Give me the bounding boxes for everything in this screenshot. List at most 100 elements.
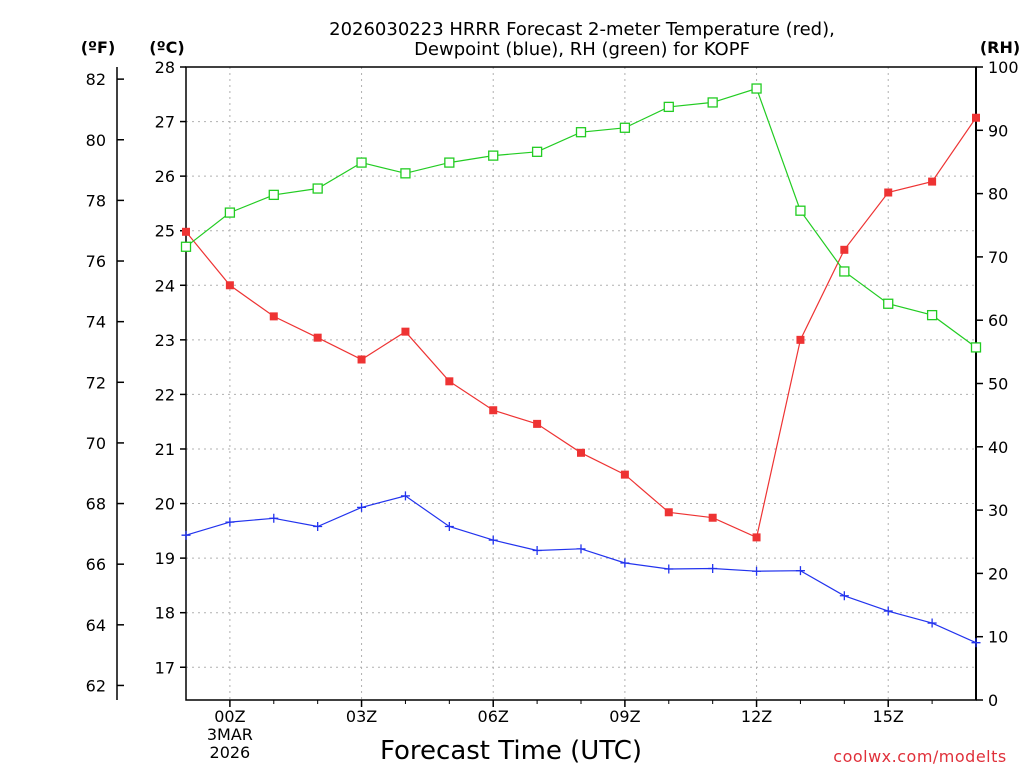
temperature-point <box>840 245 849 254</box>
temperature-point <box>664 508 673 517</box>
rh-point <box>444 157 455 168</box>
fahrenheit-tick-label: 80 <box>86 131 106 150</box>
dewpoint-point <box>664 564 674 574</box>
fahrenheit-tick-label: 82 <box>86 70 106 89</box>
fahrenheit-tick-label: 76 <box>86 252 106 271</box>
series-layer <box>180 83 982 648</box>
temperature-point <box>533 419 542 428</box>
celsius-tick-label: 22 <box>155 385 175 404</box>
temperature-point <box>708 513 717 522</box>
plot-frame <box>185 66 977 701</box>
rh-point <box>926 309 938 321</box>
dewpoint-point <box>225 517 235 527</box>
credit-text: coolwx.com/modelts <box>833 747 1006 766</box>
rh-point <box>663 101 674 113</box>
fahrenheit-tick-label: 68 <box>86 495 106 514</box>
x-tick-label: 06Z <box>478 707 509 726</box>
rh-tick-label: 70 <box>988 248 1008 267</box>
x-tick-label: 15Z <box>873 707 904 726</box>
temperature-point <box>620 470 629 479</box>
dewpoint-point <box>444 521 454 531</box>
x-tick-label: 12Z <box>741 707 772 726</box>
x-tick-label: 03Z <box>346 707 377 726</box>
rh-tick-label: 60 <box>988 311 1008 330</box>
dewpoint-point <box>313 521 323 531</box>
fahrenheit-tick-label: 62 <box>86 676 106 695</box>
dewpoint-series <box>181 491 981 648</box>
temperature-point <box>357 355 366 364</box>
celsius-tick-label: 26 <box>155 167 175 186</box>
x-tick-label: 09Z <box>609 707 640 726</box>
rh-tick-label: 80 <box>988 185 1008 204</box>
temperature-point <box>401 327 410 336</box>
rh-point <box>707 97 718 108</box>
dewpoint-point <box>971 638 981 648</box>
celsius-tick-label: 25 <box>155 222 175 241</box>
temperature-point <box>445 377 454 386</box>
dewpoint-point <box>883 606 893 616</box>
dewpoint-point <box>181 530 191 540</box>
rh-axis: 0 10 20 30 40 50 60 70 80 90 100 <box>976 58 1019 710</box>
fahrenheit-tick-label: 72 <box>86 373 106 392</box>
dewpoint-point <box>576 544 586 554</box>
rh-point <box>970 342 982 353</box>
celsius-tick-label: 17 <box>155 658 175 677</box>
temperature-point <box>489 406 498 415</box>
rh-tick-label: 40 <box>988 438 1008 457</box>
celsius-tick-label: 21 <box>155 440 175 459</box>
rh-point <box>268 189 279 201</box>
celsius-tick-label: 27 <box>155 113 175 132</box>
dewpoint-point <box>488 535 498 545</box>
rh-tick-label: 10 <box>988 628 1008 647</box>
rh-tick-label: 90 <box>988 121 1008 140</box>
rh-point <box>400 168 411 179</box>
temperature-point <box>269 312 278 321</box>
celsius-tick-label: 20 <box>155 495 175 514</box>
celsius-unit-label: (ºC) <box>149 38 184 57</box>
temperature-series <box>182 113 980 542</box>
celsius-tick-label: 24 <box>155 276 175 295</box>
rh-series <box>180 83 982 353</box>
dewpoint-point <box>752 566 762 576</box>
temperature-point <box>752 533 761 542</box>
fahrenheit-tick-label: 64 <box>86 616 106 635</box>
fahrenheit-tick-label: 78 <box>86 191 106 210</box>
rh-tick-label: 30 <box>988 501 1008 520</box>
dewpoint-point <box>269 513 279 523</box>
temperature-point <box>972 113 980 122</box>
dewpoint-point <box>795 566 805 576</box>
dewpoint-point <box>400 491 410 501</box>
celsius-tick-label: 28 <box>155 58 175 77</box>
fahrenheit-tick-label: 70 <box>86 434 106 453</box>
dewpoint-point <box>927 618 937 628</box>
rh-point <box>356 157 367 168</box>
x-year-label: 2026 <box>210 743 251 762</box>
rh-point <box>224 207 236 218</box>
fahrenheit-tick-label: 74 <box>86 313 106 332</box>
celsius-tick-label: 19 <box>155 549 175 568</box>
dewpoint-point <box>839 591 849 601</box>
rh-tick-label: 50 <box>988 375 1008 394</box>
fahrenheit-axis: 62 64 66 68 70 72 74 76 78 80 82 <box>86 70 124 695</box>
rh-point <box>883 298 894 309</box>
rh-tick-label: 0 <box>988 691 998 710</box>
fahrenheit-tick-label: 66 <box>86 555 106 574</box>
temperature-line <box>185 117 977 539</box>
dewpoint-point <box>620 558 630 568</box>
rh-point <box>180 241 192 252</box>
rh-point <box>839 266 850 277</box>
chart-title-line2: Dewpoint (blue), RH (green) for KOPF <box>414 39 750 60</box>
grid <box>186 67 976 700</box>
temperature-point <box>313 333 322 342</box>
temperature-point <box>577 448 585 457</box>
x-date-label: 3MAR <box>207 725 253 744</box>
celsius-tick-label: 23 <box>155 331 175 350</box>
rh-point <box>795 205 806 216</box>
temperature-point <box>182 227 190 236</box>
rh-unit-label: (RH) <box>980 38 1020 57</box>
celsius-axis: 17 18 19 20 21 22 23 24 25 26 27 28 <box>155 58 186 677</box>
temperature-point <box>928 177 937 186</box>
temperature-point <box>796 335 805 344</box>
